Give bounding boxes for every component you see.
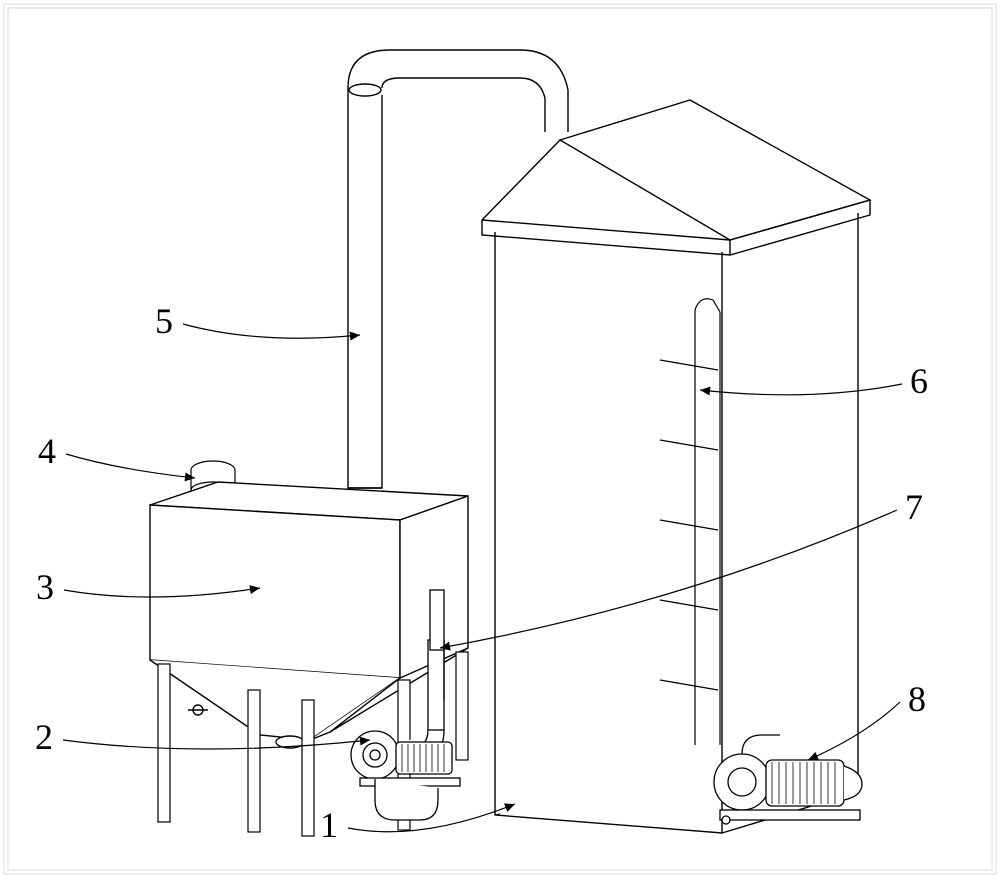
callout-leader-4: [66, 454, 195, 478]
callout-leader-6: [700, 384, 902, 395]
callout-label-6: 6: [910, 360, 928, 402]
flue-pipe: [348, 50, 568, 488]
callout-label-8: 8: [908, 678, 926, 720]
callout-label-2: 2: [35, 716, 53, 758]
callout-leader-8: [808, 702, 900, 760]
pump-right: [714, 735, 862, 824]
tower: [482, 100, 870, 833]
callout-label-7: 7: [905, 486, 923, 528]
callout-arrow-6: [700, 387, 710, 396]
diagram-canvas: [0, 0, 1000, 881]
frame: [4, 4, 996, 874]
callout-leader-2: [63, 740, 370, 749]
ladder: [660, 299, 720, 745]
callout-leader-5: [183, 324, 360, 338]
callout-label-1: 1: [320, 804, 338, 846]
callout-label-3: 3: [36, 566, 54, 608]
callout-label-4: 4: [38, 430, 56, 472]
callout-label-5: 5: [155, 300, 173, 342]
callout-leader-7: [440, 510, 897, 648]
